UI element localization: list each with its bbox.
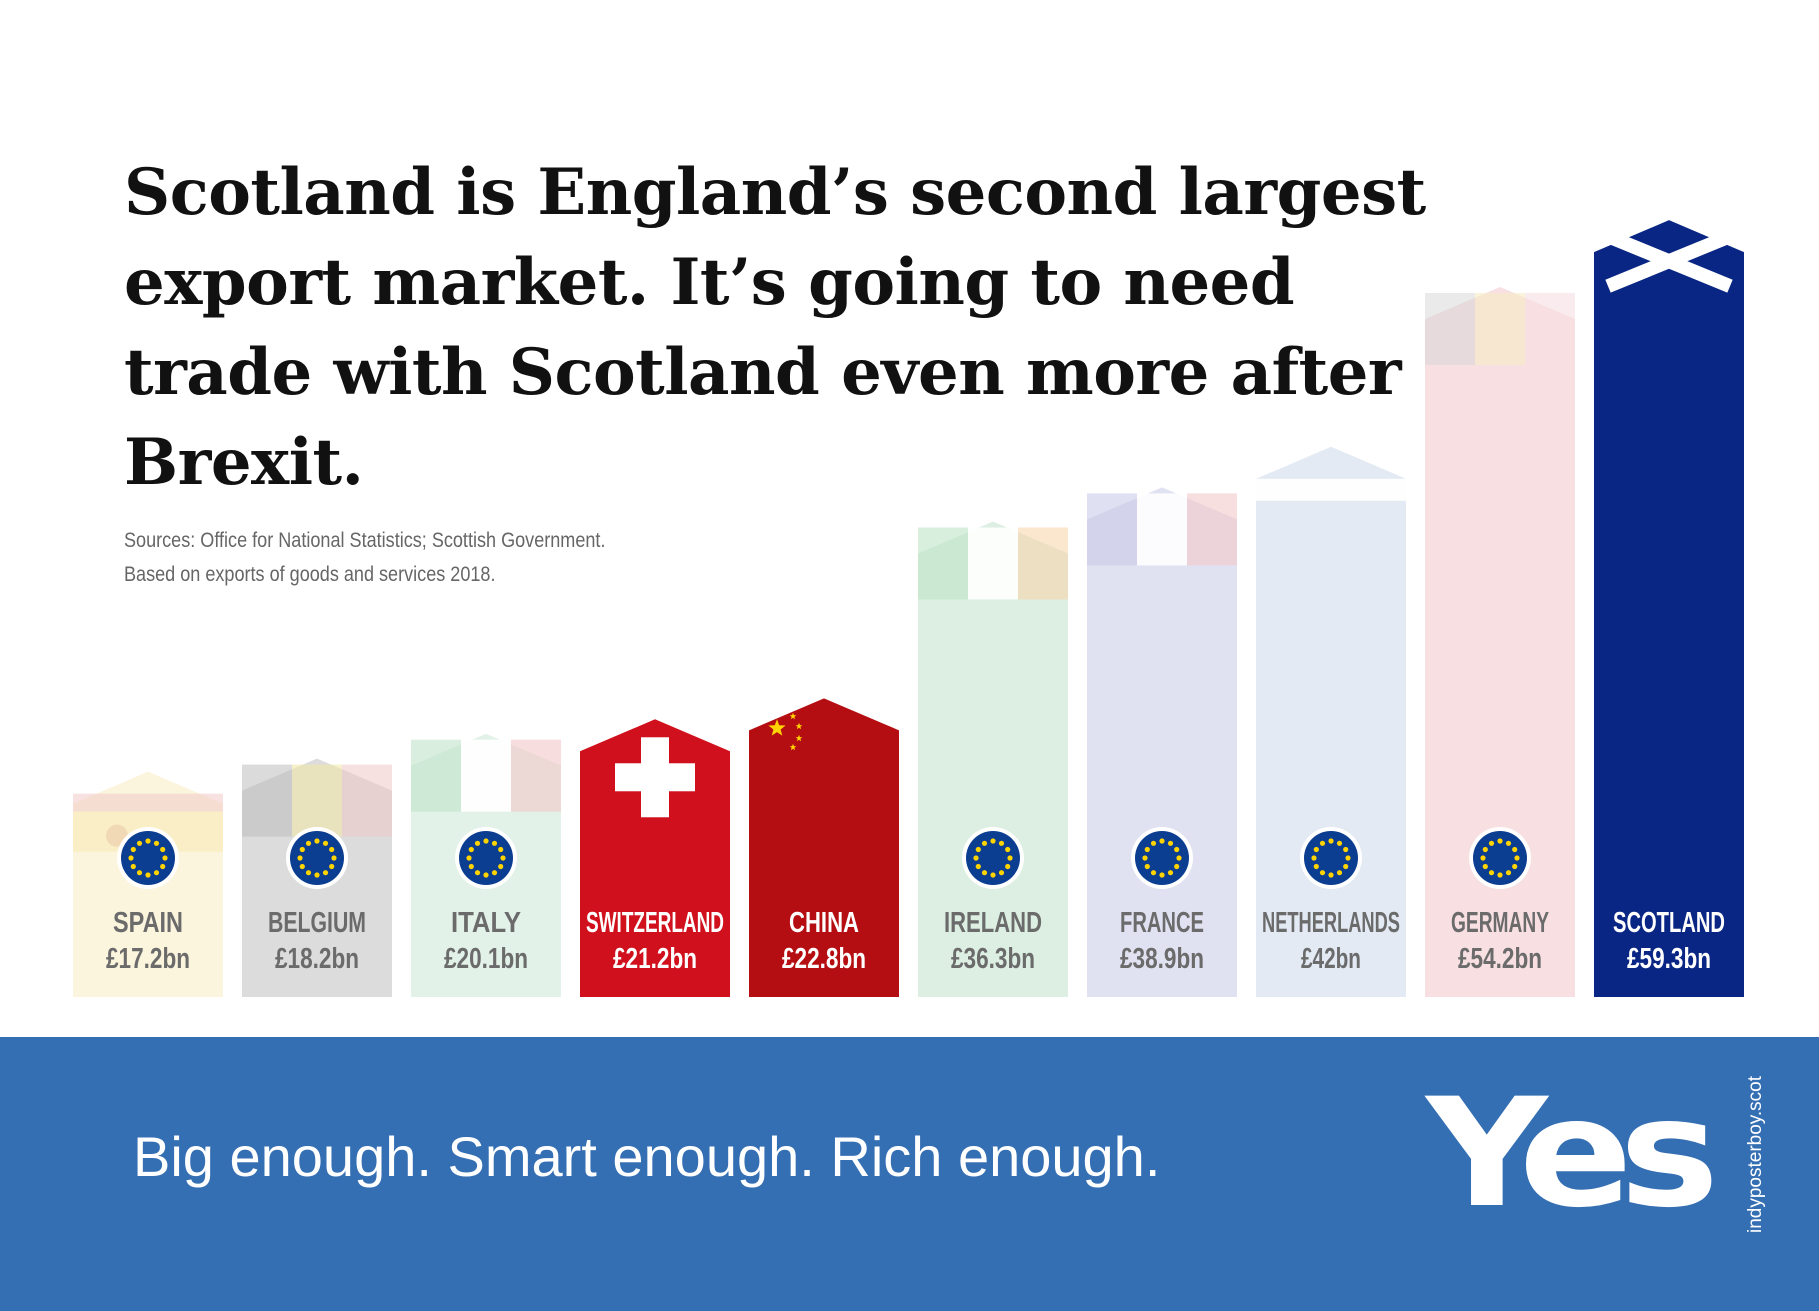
bar-ireland: IRELAND £36.3bn: [918, 521, 1068, 997]
value-label: £21.2bn: [613, 943, 697, 975]
country-label: BELGIUM: [268, 907, 366, 939]
export-bar-chart: SPAIN £17.2bn BELGIUM £18.2bn ITALY £20.1bn SW…: [73, 220, 1744, 998]
eu-flag-icon: [962, 827, 1024, 889]
country-label: IRELAND: [944, 907, 1042, 939]
eu-flag-icon: [286, 827, 348, 889]
slogan: Big enough. Smart enough. Rich enough.: [133, 1125, 1161, 1188]
bar-china: CHINA £22.8bn: [749, 698, 899, 997]
bar-italy: ITALY £20.1bn: [411, 733, 561, 997]
italy-flag-icon: [411, 739, 561, 812]
switzerland-flag-icon: [615, 737, 695, 818]
eu-flag-icon: [1131, 827, 1193, 889]
value-label: £22.8bn: [782, 943, 866, 975]
bar-netherlands: NETHERLANDS £42bn: [1256, 446, 1406, 997]
sources-note: Sources: Office for National Statistics;…: [124, 524, 726, 592]
eu-flag-icon: [1469, 827, 1531, 889]
value-label: £59.3bn: [1627, 943, 1711, 975]
eu-flag-icon: [117, 827, 179, 889]
bar-france-shape: [1087, 487, 1237, 997]
ireland-flag-icon: [918, 527, 1068, 600]
bar-belgium: BELGIUM £18.2bn: [242, 758, 392, 997]
country-label: SCOTLAND: [1613, 907, 1725, 939]
country-label: CHINA: [789, 907, 859, 939]
eu-flag-icon: [1300, 827, 1362, 889]
headline: Scotland is England’s second largest exp…: [124, 155, 1426, 500]
bar-netherlands-shape: [1256, 446, 1406, 997]
value-label: £18.2bn: [275, 943, 359, 975]
sources-line-1: Sources: Office for National Statistics;…: [124, 529, 606, 552]
netherlands-flag-icon: [1256, 478, 1406, 501]
belgium-flag-icon: [242, 764, 392, 837]
value-label: £54.2bn: [1458, 943, 1542, 975]
country-label: ITALY: [451, 907, 521, 939]
value-label: £17.2bn: [106, 943, 190, 975]
country-label: FRANCE: [1120, 907, 1204, 939]
france-flag-icon: [1087, 493, 1237, 566]
bar-germany-shape: [1425, 286, 1575, 998]
value-label: £20.1bn: [444, 943, 528, 975]
bar-scotland-shape: [1594, 220, 1744, 998]
bar-ireland-shape: [918, 521, 1068, 997]
china-flag-icon: [768, 712, 803, 751]
yes-logo: Yes: [1426, 1067, 1719, 1241]
site-credit: indyposterboy.scot: [1745, 1075, 1766, 1233]
value-label: £36.3bn: [951, 943, 1035, 975]
value-label: £38.9bn: [1120, 943, 1204, 975]
eu-flag-icon: [455, 827, 517, 889]
bar-germany: GERMANY £54.2bn: [1425, 286, 1575, 998]
sources-line-2: Based on exports of goods and services 2…: [124, 563, 496, 586]
bar-china-shape: [749, 698, 899, 997]
bar-switzerland: SWITZERLAND £21.2bn: [580, 719, 730, 997]
country-label: SWITZERLAND: [586, 907, 724, 939]
footer-banner: Big enough. Smart enough. Rich enough. Y…: [0, 1037, 1819, 1311]
country-label: NETHERLANDS: [1262, 907, 1400, 939]
country-label: SPAIN: [113, 907, 183, 939]
bar-spain: SPAIN £17.2bn: [73, 771, 223, 997]
country-label: GERMANY: [1451, 907, 1549, 939]
value-label: £42bn: [1301, 943, 1361, 975]
scotland-flag-icon: [1605, 229, 1733, 293]
germany-flag-icon: [1425, 292, 1575, 365]
bar-france: FRANCE £38.9bn: [1087, 487, 1237, 997]
bar-scotland: SCOTLAND £59.3bn: [1594, 220, 1744, 998]
